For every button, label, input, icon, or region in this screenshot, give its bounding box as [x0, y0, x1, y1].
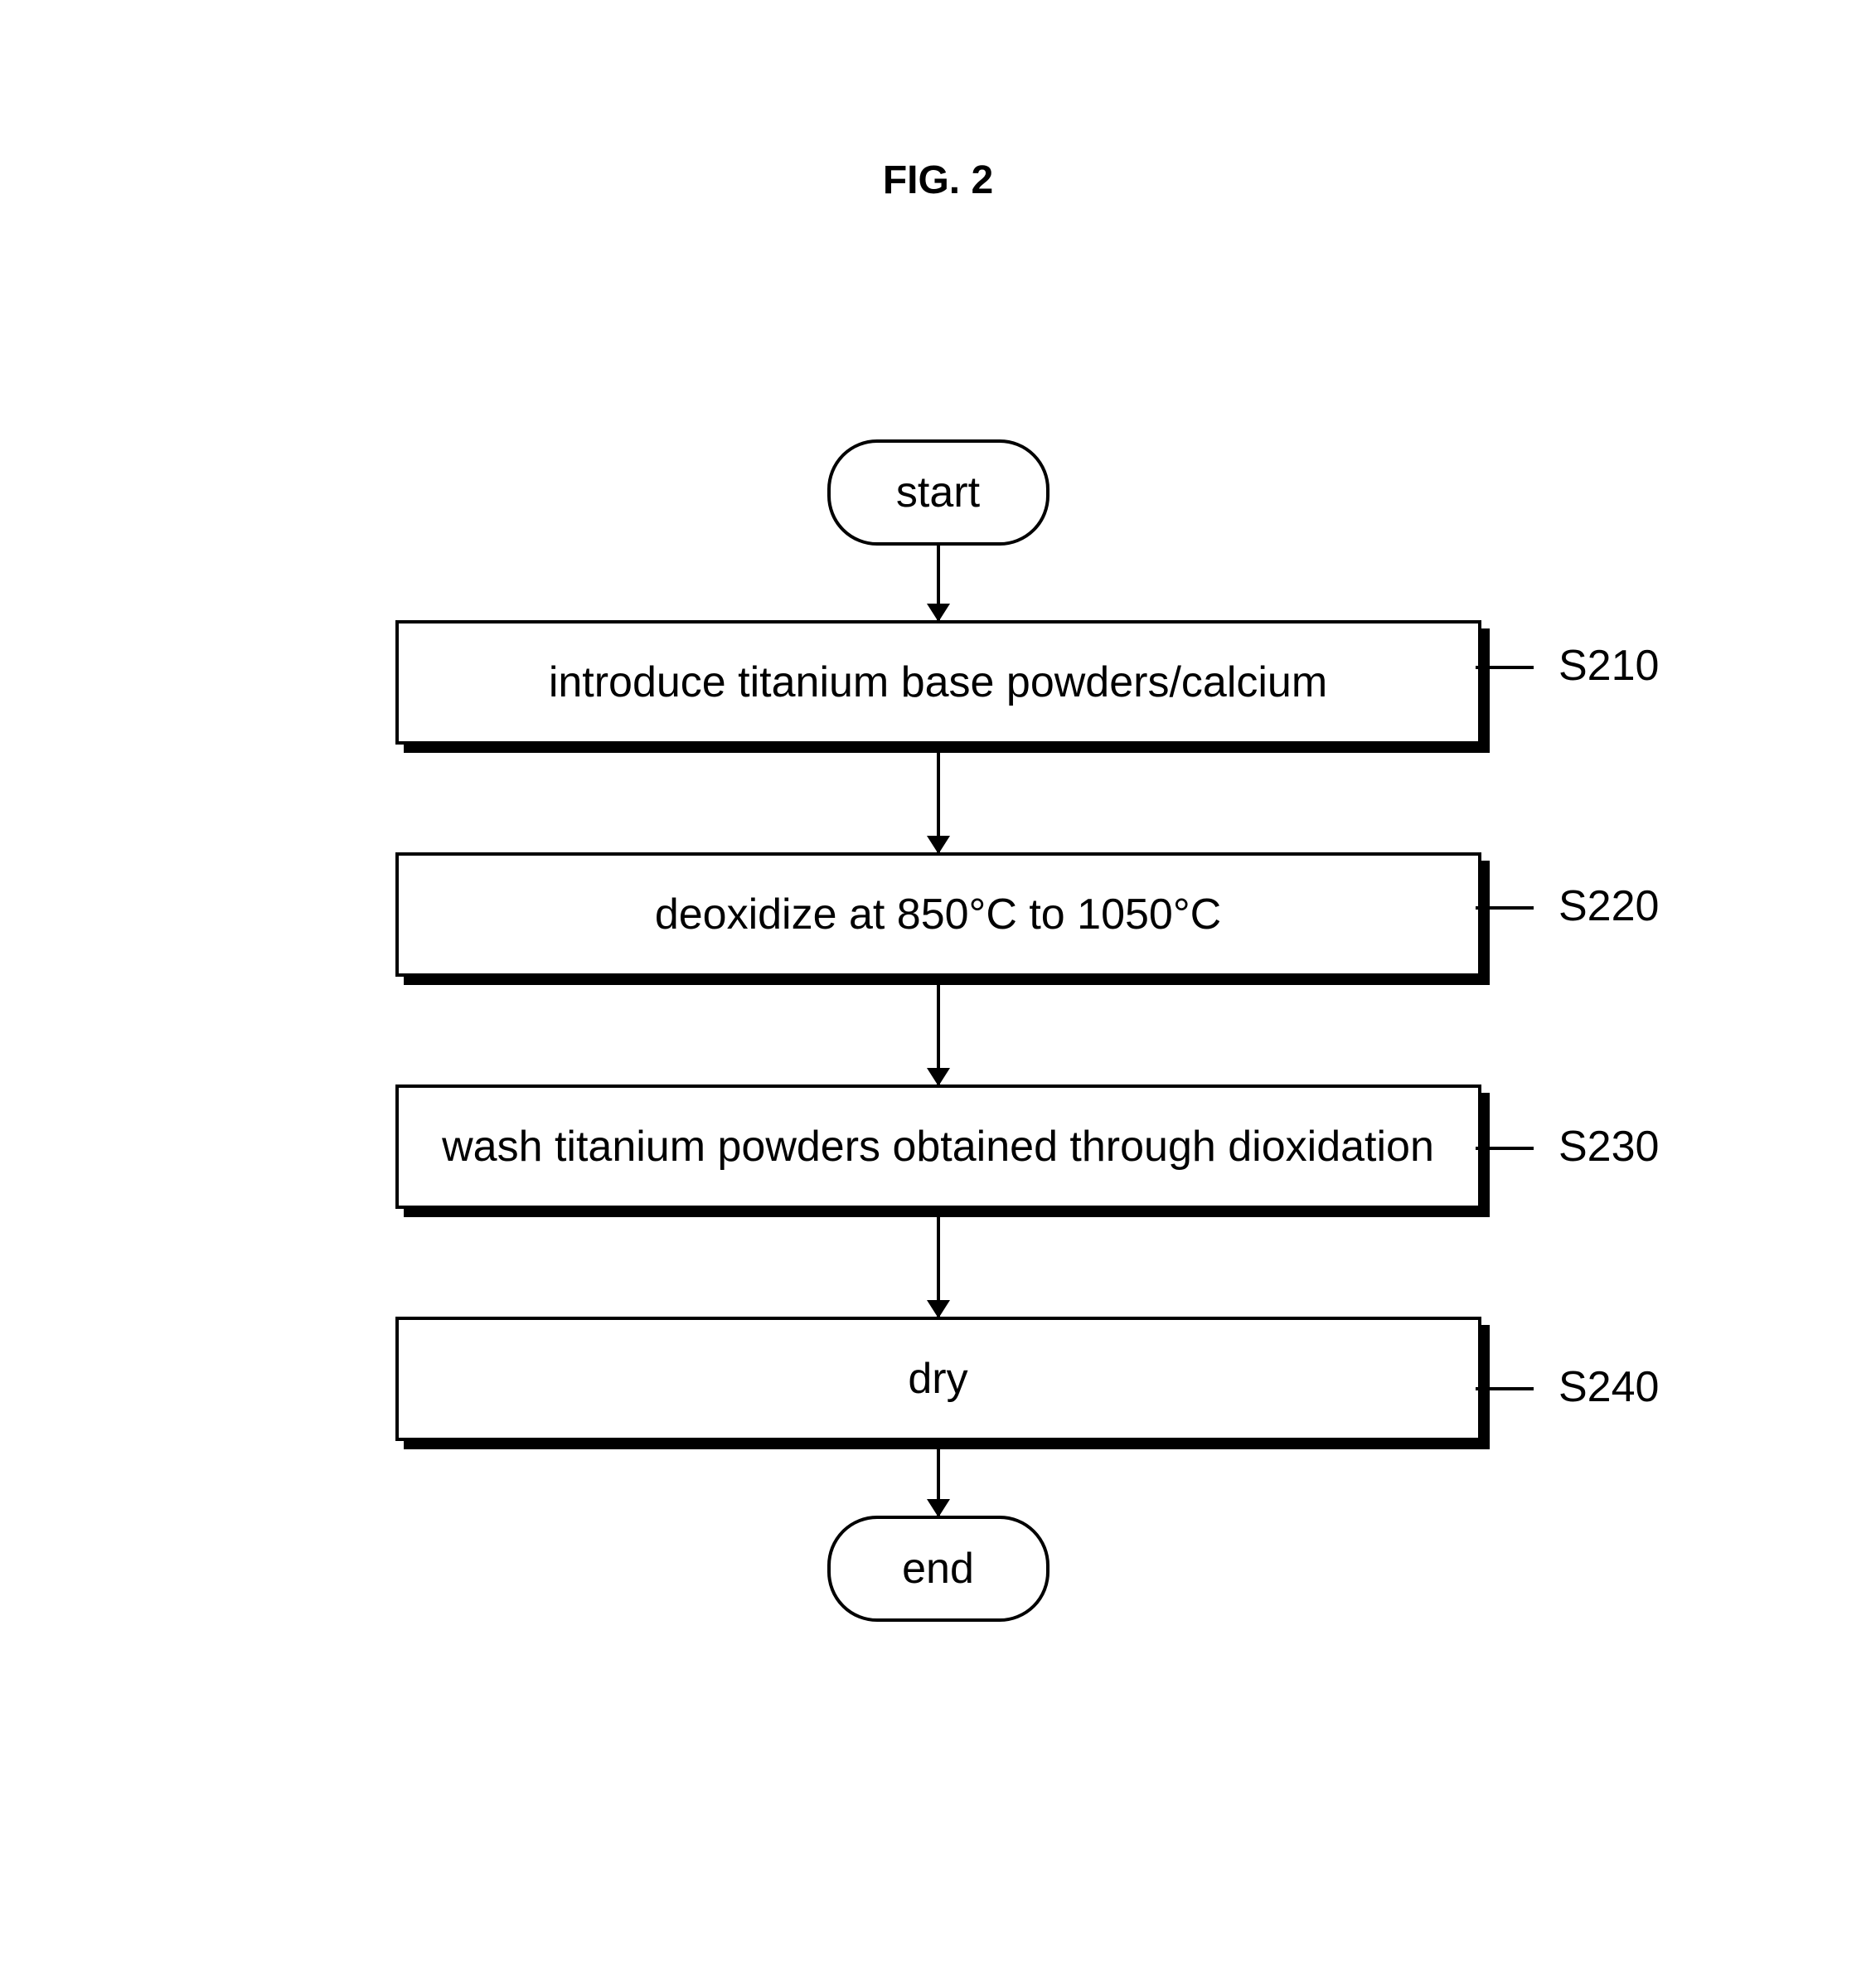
- figure-title: FIG. 2: [0, 158, 1876, 203]
- terminator-end: end: [827, 1516, 1049, 1622]
- process-step: introduce titanium base powders/calcium: [395, 620, 1481, 745]
- terminator-start: start: [827, 439, 1049, 546]
- process-box: deoxidize at 850°C to 1050°C: [395, 852, 1481, 977]
- step-id-label: S210: [1558, 641, 1659, 691]
- step-leader-line: [1476, 666, 1534, 669]
- flow-arrow: [922, 546, 955, 620]
- flowchart: start introduce titanium base powders/cal…: [395, 439, 1481, 1622]
- step-id-label: S240: [1558, 1362, 1659, 1412]
- process-step: wash titanium powders obtained through d…: [395, 1084, 1481, 1209]
- process-step: dry: [395, 1317, 1481, 1441]
- process-box: wash titanium powders obtained through d…: [395, 1084, 1481, 1209]
- flow-arrow: [922, 745, 955, 852]
- step-id-label: S220: [1558, 881, 1659, 931]
- flow-arrow: [922, 1209, 955, 1317]
- flow-arrow: [922, 1441, 955, 1516]
- step-leader-line: [1476, 1147, 1534, 1150]
- step-leader-line: [1476, 906, 1534, 910]
- process-step: deoxidize at 850°C to 1050°C: [395, 852, 1481, 977]
- process-box: dry: [395, 1317, 1481, 1441]
- step-id-label: S230: [1558, 1122, 1659, 1172]
- step-leader-line: [1476, 1387, 1534, 1390]
- process-box: introduce titanium base powders/calcium: [395, 620, 1481, 745]
- flow-arrow: [922, 977, 955, 1084]
